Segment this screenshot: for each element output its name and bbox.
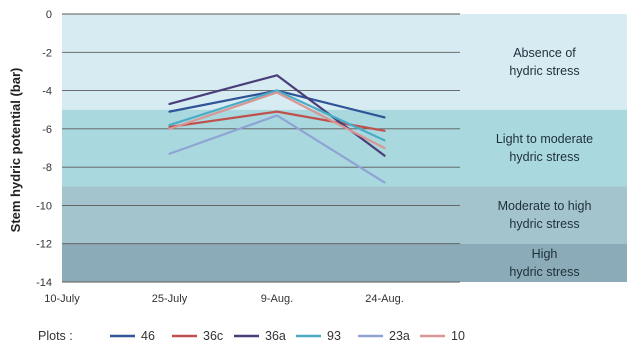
x-tick-label-0: 10-July — [44, 293, 80, 305]
legend-label-36a: 36a — [265, 329, 286, 343]
y-tick-label-6: -12 — [36, 239, 52, 251]
legend-label-46: 46 — [141, 329, 155, 343]
band-2 — [62, 186, 627, 244]
x-tick-label-3: 24-Aug. — [365, 293, 404, 305]
band-label-2-line-1: hydric stress — [509, 217, 579, 231]
band-label-3-line-0: High — [532, 247, 558, 261]
legend-label-10: 10 — [451, 329, 465, 343]
band-label-2-line-0: Moderate to high — [498, 199, 592, 213]
band-label-0-line-0: Absence of — [513, 46, 576, 60]
band-label-1-line-1: hydric stress — [509, 150, 579, 164]
band-label-0-line-1: hydric stress — [509, 64, 579, 78]
band-label-1-line-0: Light to moderate — [496, 132, 593, 146]
y-tick-label-4: -8 — [42, 162, 52, 174]
series-line-93 — [168, 89, 386, 142]
y-tick-label-3: -6 — [42, 124, 52, 136]
x-tick-label-1: 25-July — [152, 293, 188, 305]
band-0 — [62, 14, 627, 110]
stress-bands — [62, 14, 627, 282]
stress-band-labels: Absence of hydric stress Light to moderate… — [496, 46, 593, 279]
y-tick-label-1: -2 — [42, 47, 52, 59]
y-tick-label-5: -10 — [36, 200, 52, 212]
x-tick-label-2: 9-Aug. — [261, 293, 293, 305]
series-line-23a — [168, 114, 386, 184]
series-lines — [168, 74, 386, 184]
y-tick-label-7: -14 — [36, 277, 52, 289]
y-axis-label: Stem hydric potential (bar) — [8, 68, 23, 233]
y-tick-labels: 0 -2 -4 -6 -8 -10 -12 -14 — [36, 9, 52, 289]
band-3 — [62, 243, 627, 282]
legend-label-93: 93 — [327, 329, 341, 343]
x-tick-labels: 10-July 25-July 9-Aug. 24-Aug. — [44, 293, 404, 305]
legend-label-23a: 23a — [389, 329, 410, 343]
band-label-3-line-1: hydric stress — [509, 265, 579, 279]
gridlines — [62, 13, 460, 283]
legend: Plots : 46 36c 36a 93 23a 10 — [38, 329, 465, 343]
legend-title: Plots : — [38, 329, 73, 343]
legend-label-36c: 36c — [203, 329, 223, 343]
y-tick-label-2: -4 — [42, 86, 52, 98]
series-line-10 — [168, 91, 386, 150]
y-tick-label-0: 0 — [46, 9, 52, 21]
